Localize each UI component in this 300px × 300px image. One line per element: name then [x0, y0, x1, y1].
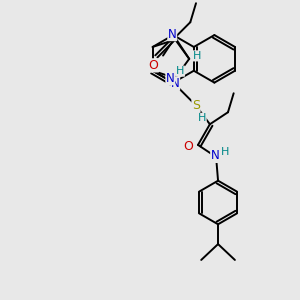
Text: H: H: [193, 51, 201, 61]
Text: N: N: [166, 72, 175, 85]
Text: N: N: [168, 28, 177, 40]
Text: S: S: [192, 99, 200, 112]
Text: N: N: [171, 77, 180, 90]
Text: N: N: [211, 149, 220, 162]
Text: H: H: [198, 113, 206, 123]
Text: H: H: [221, 147, 229, 157]
Text: H: H: [176, 66, 184, 76]
Text: O: O: [148, 59, 158, 72]
Text: O: O: [183, 140, 193, 153]
